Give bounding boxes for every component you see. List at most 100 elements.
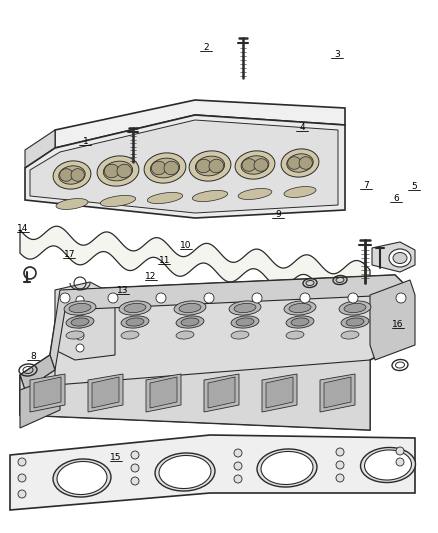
Ellipse shape bbox=[150, 158, 180, 178]
Circle shape bbox=[336, 448, 344, 456]
Polygon shape bbox=[20, 355, 55, 390]
Circle shape bbox=[76, 332, 84, 340]
Ellipse shape bbox=[155, 453, 215, 491]
Ellipse shape bbox=[117, 164, 132, 178]
Ellipse shape bbox=[71, 318, 89, 326]
Text: 6: 6 bbox=[393, 194, 399, 203]
Ellipse shape bbox=[341, 316, 369, 328]
Polygon shape bbox=[266, 377, 293, 408]
Ellipse shape bbox=[53, 161, 91, 189]
Ellipse shape bbox=[389, 249, 411, 267]
Ellipse shape bbox=[344, 303, 366, 312]
Polygon shape bbox=[10, 435, 415, 510]
Circle shape bbox=[131, 477, 139, 485]
Circle shape bbox=[234, 475, 242, 483]
Ellipse shape bbox=[104, 164, 119, 178]
Ellipse shape bbox=[281, 149, 319, 177]
Polygon shape bbox=[88, 374, 123, 412]
Ellipse shape bbox=[242, 159, 256, 171]
Ellipse shape bbox=[66, 331, 84, 339]
Ellipse shape bbox=[56, 199, 88, 209]
Ellipse shape bbox=[119, 301, 151, 315]
Text: 17: 17 bbox=[64, 251, 75, 259]
Ellipse shape bbox=[289, 303, 311, 312]
Ellipse shape bbox=[238, 189, 272, 199]
Ellipse shape bbox=[364, 450, 411, 480]
Circle shape bbox=[348, 293, 358, 303]
Polygon shape bbox=[55, 282, 115, 360]
Polygon shape bbox=[34, 377, 61, 408]
Ellipse shape bbox=[64, 301, 96, 315]
Ellipse shape bbox=[147, 192, 183, 204]
Text: 8: 8 bbox=[30, 352, 36, 360]
Ellipse shape bbox=[66, 316, 94, 328]
Circle shape bbox=[234, 449, 242, 457]
Text: 9: 9 bbox=[275, 210, 281, 219]
Text: 13: 13 bbox=[117, 286, 128, 295]
Circle shape bbox=[108, 293, 118, 303]
Polygon shape bbox=[25, 115, 345, 218]
Text: 11: 11 bbox=[159, 256, 170, 264]
Ellipse shape bbox=[189, 151, 231, 181]
Ellipse shape bbox=[69, 303, 91, 312]
Text: 1: 1 bbox=[82, 137, 88, 146]
Polygon shape bbox=[320, 374, 355, 412]
Polygon shape bbox=[150, 377, 177, 408]
Circle shape bbox=[18, 474, 26, 482]
Ellipse shape bbox=[236, 318, 254, 326]
Text: 10: 10 bbox=[180, 241, 192, 249]
Ellipse shape bbox=[254, 159, 268, 171]
Circle shape bbox=[396, 447, 404, 455]
Ellipse shape bbox=[59, 166, 85, 184]
Text: 4: 4 bbox=[300, 124, 305, 132]
Circle shape bbox=[300, 293, 310, 303]
Polygon shape bbox=[146, 374, 181, 412]
Ellipse shape bbox=[299, 157, 312, 169]
Ellipse shape bbox=[196, 159, 211, 173]
Ellipse shape bbox=[97, 156, 139, 186]
Ellipse shape bbox=[179, 303, 201, 312]
Ellipse shape bbox=[103, 161, 133, 181]
Ellipse shape bbox=[176, 316, 204, 328]
Ellipse shape bbox=[360, 448, 416, 482]
Ellipse shape bbox=[195, 156, 225, 176]
Ellipse shape bbox=[60, 168, 73, 181]
Ellipse shape bbox=[231, 316, 259, 328]
Ellipse shape bbox=[257, 449, 317, 487]
Circle shape bbox=[76, 308, 84, 316]
Polygon shape bbox=[324, 377, 351, 408]
Polygon shape bbox=[204, 374, 239, 412]
Text: 12: 12 bbox=[145, 272, 157, 280]
Text: 3: 3 bbox=[334, 50, 340, 59]
Ellipse shape bbox=[346, 318, 364, 326]
Ellipse shape bbox=[144, 153, 186, 183]
Ellipse shape bbox=[393, 253, 407, 263]
Ellipse shape bbox=[71, 168, 85, 181]
Polygon shape bbox=[25, 130, 55, 168]
Polygon shape bbox=[50, 275, 410, 370]
Ellipse shape bbox=[341, 331, 359, 339]
Polygon shape bbox=[30, 120, 338, 213]
Ellipse shape bbox=[100, 196, 136, 207]
Ellipse shape bbox=[288, 157, 301, 169]
Circle shape bbox=[204, 293, 214, 303]
Circle shape bbox=[76, 320, 84, 328]
Ellipse shape bbox=[229, 301, 261, 315]
Polygon shape bbox=[30, 374, 65, 412]
Circle shape bbox=[76, 344, 84, 352]
Ellipse shape bbox=[57, 462, 107, 495]
Polygon shape bbox=[20, 375, 60, 428]
Ellipse shape bbox=[231, 331, 249, 339]
Circle shape bbox=[234, 462, 242, 470]
Polygon shape bbox=[20, 275, 410, 430]
Ellipse shape bbox=[164, 161, 179, 175]
Ellipse shape bbox=[291, 318, 309, 326]
Ellipse shape bbox=[124, 303, 146, 312]
Circle shape bbox=[131, 464, 139, 472]
Circle shape bbox=[396, 293, 406, 303]
Circle shape bbox=[252, 293, 262, 303]
Circle shape bbox=[156, 293, 166, 303]
Text: 2: 2 bbox=[203, 44, 208, 52]
Ellipse shape bbox=[235, 151, 275, 179]
Text: 14: 14 bbox=[17, 224, 28, 232]
